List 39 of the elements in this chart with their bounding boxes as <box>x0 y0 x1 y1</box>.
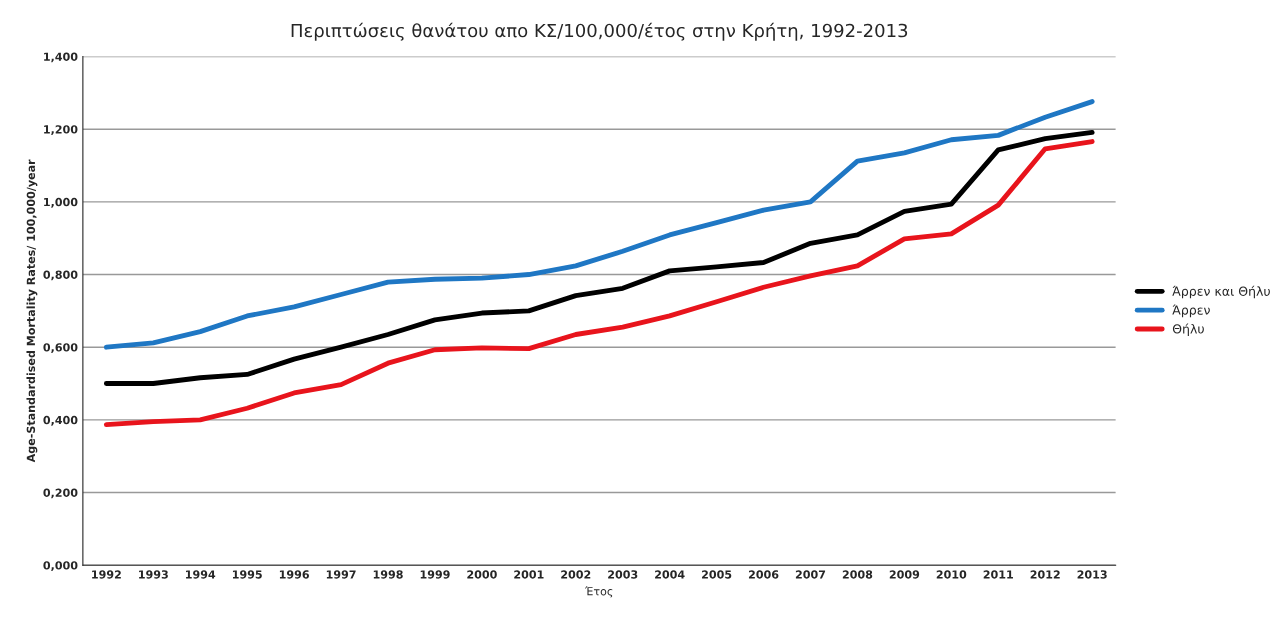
legend-label: Θήλυ <box>1172 323 1204 337</box>
x-tick-label: 1999 <box>420 570 450 579</box>
legend-label: Άρρεν <box>1172 304 1210 318</box>
x-tick-label: 2006 <box>748 570 779 579</box>
y-tick-label: 0,800 <box>43 270 78 281</box>
x-tick-label: 2013 <box>1077 570 1107 579</box>
y-tick-label: 1,000 <box>44 197 78 208</box>
x-tick-label: 1992 <box>92 570 121 579</box>
y-tick-label: 0,600 <box>43 343 78 353</box>
x-tick-label: 2004 <box>655 570 685 579</box>
y-tick-label: 0,400 <box>43 415 78 426</box>
line-series <box>103 130 1095 386</box>
x-tick-label: 1994 <box>186 570 216 579</box>
x-tick-label: 1995 <box>232 570 262 579</box>
x-tick-label: 2005 <box>702 570 732 579</box>
y-tick-label: 1,200 <box>44 125 78 135</box>
x-tick-label: 1996 <box>279 570 309 579</box>
x-tick-label: 2001 <box>514 570 544 579</box>
y-tick-label: 0,200 <box>43 488 78 499</box>
x-tick-label: 2011 <box>983 570 1013 579</box>
x-tick-label: 1993 <box>139 570 168 579</box>
x-tick-label: 2003 <box>608 570 638 579</box>
line-series <box>103 139 1095 428</box>
legend-label: Άρρεν και Θήλυ <box>1172 285 1270 299</box>
x-tick-label: 1997 <box>326 570 356 579</box>
x-tick-label: 2012 <box>1030 570 1060 579</box>
x-tick-label: 1998 <box>373 570 403 579</box>
x-tick-label: 2007 <box>795 570 826 579</box>
y-tick-label: 0,000 <box>43 561 78 571</box>
y-axis-title: Age-Standardised Mortality Rates/ 100,000/year <box>26 159 38 463</box>
x-tick-label: 2008 <box>842 570 873 579</box>
chart-title: Περιπτώσεις θανάτου απο ΚΣ/100,000/έτος στην Κρήτη, 1992-2013 <box>291 22 908 41</box>
line-series <box>103 99 1095 350</box>
x-tick-label: 2010 <box>936 570 967 579</box>
y-tick-label: 1,400 <box>44 52 78 63</box>
x-tick-label: 2002 <box>561 570 591 579</box>
x-tick-label: 2009 <box>889 570 920 579</box>
x-tick-label: 2000 <box>467 570 497 579</box>
x-axis-title: Έτος <box>584 586 613 598</box>
